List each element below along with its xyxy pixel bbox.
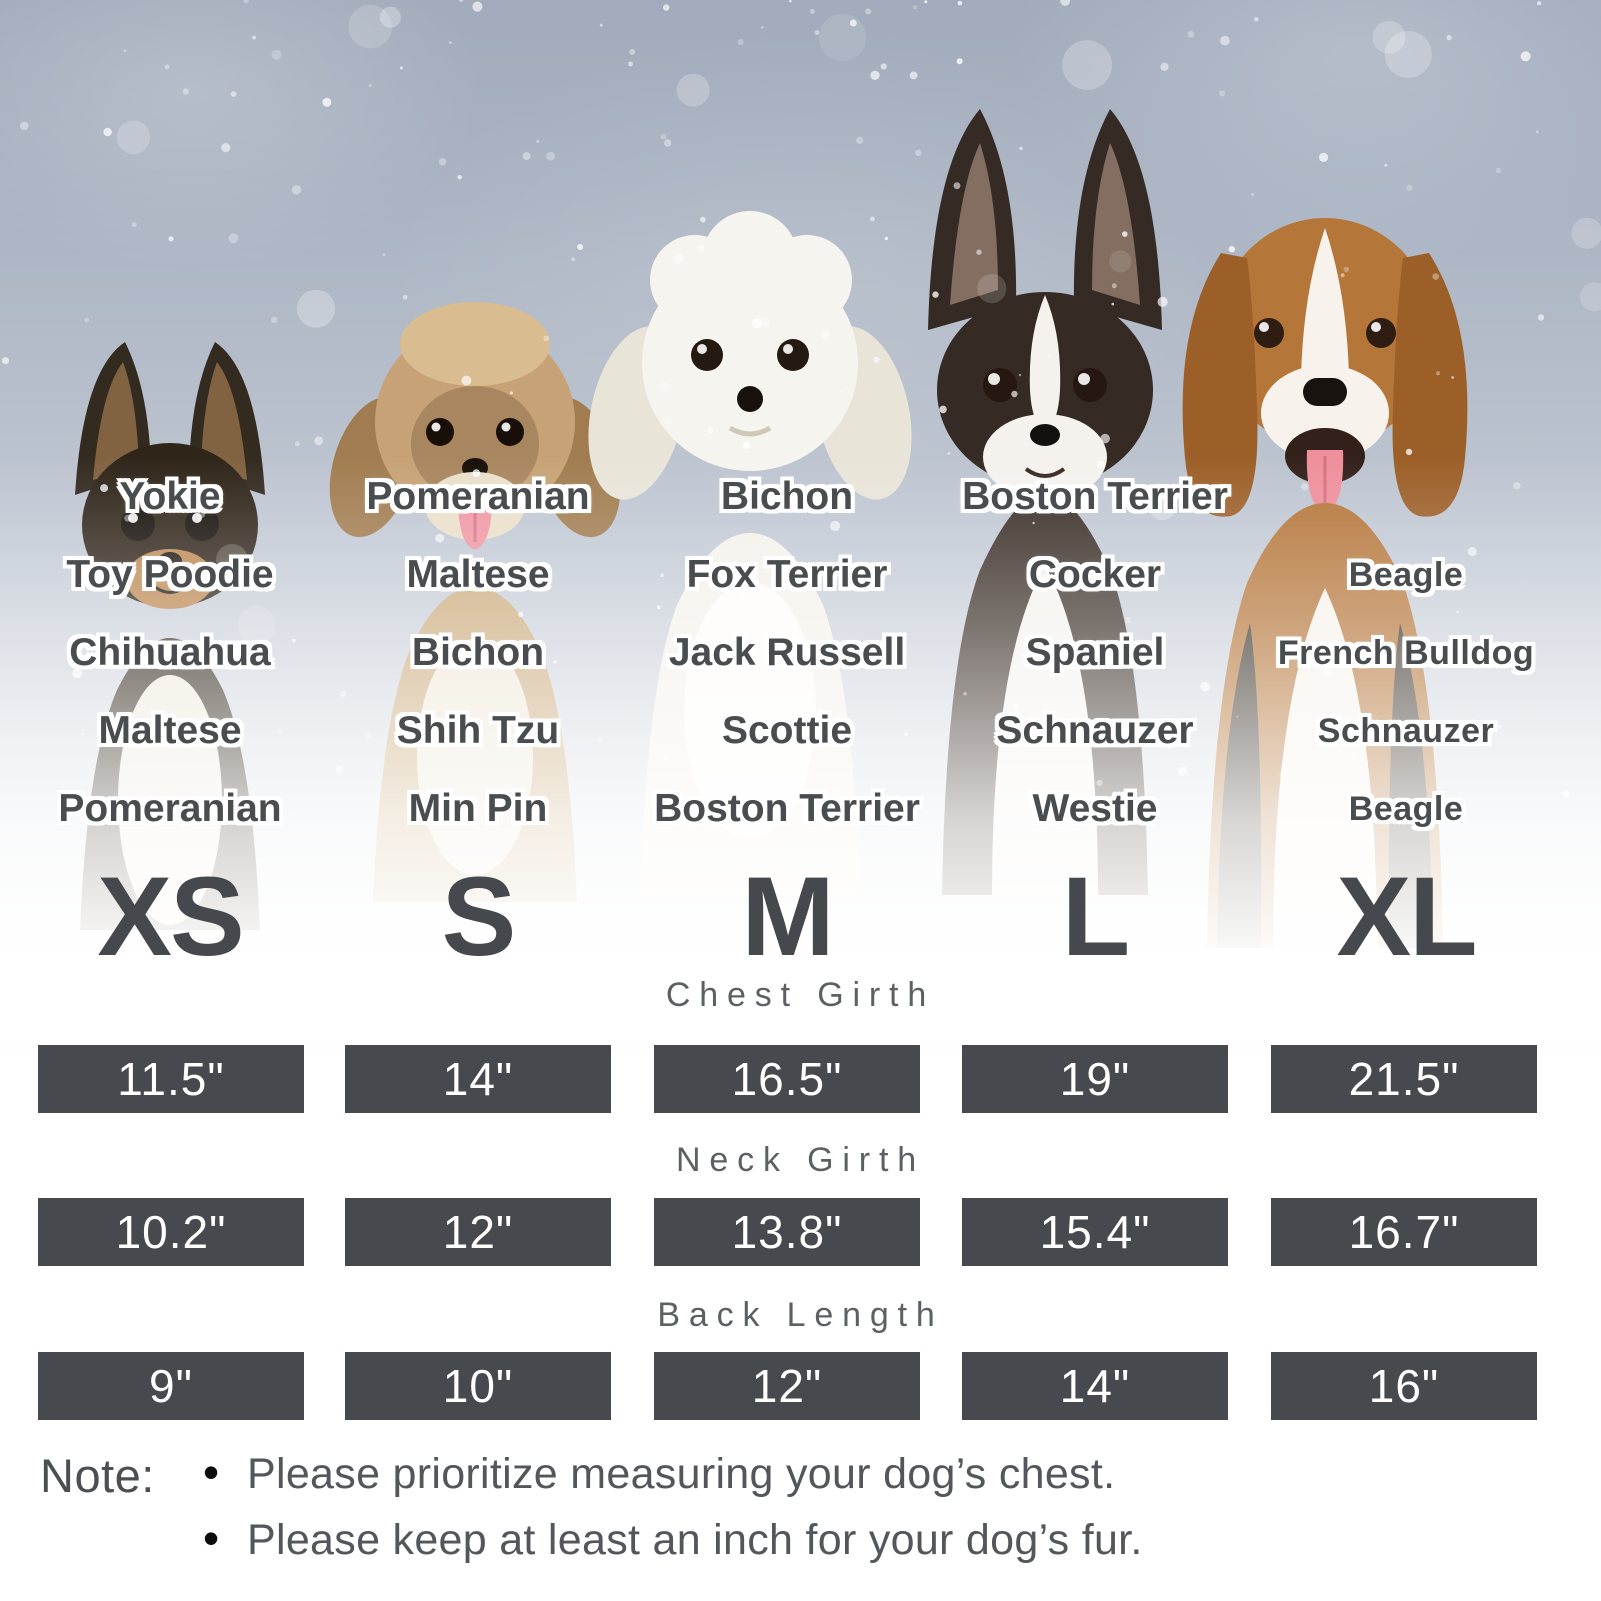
- note-bullet-measure-chest: Please prioritize measuring your dog’s c…: [203, 1446, 1143, 1500]
- breed-label: Maltese: [406, 553, 550, 596]
- breed-column-xs: Yokie Toy Poodie Chihuahua Maltese Pomer…: [15, 458, 325, 848]
- back-length-heading: Back Length: [657, 1296, 944, 1334]
- back-length-value-m: 12": [654, 1352, 920, 1420]
- breed-label: Maltese: [98, 709, 242, 752]
- neck-girth-value-s: 12": [345, 1198, 611, 1266]
- neck-girth-value-xs: 10.2": [38, 1198, 304, 1266]
- breed-label: Shih Tzu: [396, 709, 560, 752]
- chest-girth-value-l: 19": [962, 1045, 1228, 1113]
- breed-label: Cocker: [1028, 553, 1162, 596]
- breed-column-l: Boston Terrier Cocker Spaniel Schnauzer …: [940, 458, 1250, 848]
- breed-label: Beagle: [1348, 555, 1464, 594]
- breed-label: Yokie: [119, 475, 221, 518]
- breed-label: Pomeranian: [366, 475, 590, 518]
- chest-girth-value-s: 14": [345, 1045, 611, 1113]
- chest-girth-heading: Chest Girth: [665, 976, 936, 1014]
- back-length-value-xs: 9": [38, 1352, 304, 1420]
- breed-label: Toy Poodie: [66, 553, 274, 596]
- breed-label: Min Pin: [408, 787, 548, 830]
- chest-girth-value-xl: 21.5": [1271, 1045, 1537, 1113]
- breed-label: Boston Terrier: [962, 475, 1228, 518]
- neck-girth-value-l: 15.4": [962, 1198, 1228, 1266]
- size-label-xs: XS: [97, 853, 244, 979]
- breed-label: Scottie: [721, 709, 853, 752]
- breed-column-s: Pomeranian Maltese Bichon Shih Tzu Min P…: [323, 458, 633, 848]
- breed-label: Spaniel: [1025, 631, 1165, 674]
- breed-label: Pomeranian: [58, 787, 282, 830]
- breed-label: Fox Terrier: [686, 553, 888, 596]
- size-label-xl: XL: [1336, 853, 1477, 979]
- neck-girth-value-xl: 16.7": [1271, 1198, 1537, 1266]
- neck-girth-heading: Neck Girth: [676, 1141, 925, 1179]
- breed-label: Jack Russell: [668, 631, 906, 674]
- back-length-value-xl: 16": [1271, 1352, 1537, 1420]
- neck-girth-value-m: 13.8": [654, 1198, 920, 1266]
- back-length-value-l: 14": [962, 1352, 1228, 1420]
- breed-label: Bichon: [411, 631, 545, 674]
- chest-girth-value-m: 16.5": [654, 1045, 920, 1113]
- note-heading: Note:: [40, 1449, 155, 1502]
- back-length-value-s: 10": [345, 1352, 611, 1420]
- breed-label: Westie: [1032, 787, 1158, 830]
- size-label-l: L: [1061, 853, 1130, 979]
- breed-label: French Bulldog: [1277, 633, 1535, 672]
- size-label-m: M: [741, 853, 834, 979]
- breed-label: Beagle: [1348, 789, 1464, 828]
- chest-girth-value-xs: 11.5": [38, 1045, 304, 1113]
- note-bullet-fur-allowance: Please keep at least an inch for your do…: [203, 1512, 1143, 1566]
- note-list: Please prioritize measuring your dog’s c…: [203, 1446, 1143, 1580]
- size-label-s: S: [441, 853, 517, 979]
- breed-label: Schnauzer: [996, 709, 1194, 752]
- breed-label: Schnauzer: [1317, 711, 1495, 750]
- breed-label: Bichon: [720, 475, 854, 518]
- breed-column-xl: Beagle French Bulldog Schnauzer Beagle: [1251, 458, 1561, 848]
- breed-column-m: Bichon Fox Terrier Jack Russell Scottie …: [632, 458, 942, 848]
- breed-label: Chihuahua: [69, 631, 271, 674]
- breed-label: Boston Terrier: [654, 787, 920, 830]
